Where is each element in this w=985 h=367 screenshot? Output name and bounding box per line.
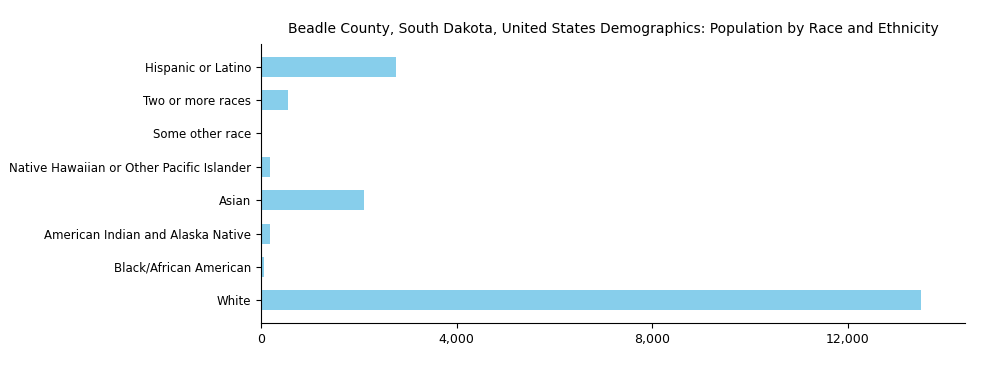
Bar xyxy=(261,290,921,310)
Bar xyxy=(261,157,270,177)
Bar xyxy=(261,123,262,143)
Bar xyxy=(261,224,270,244)
Bar xyxy=(261,257,264,277)
Title: Beadle County, South Dakota, United States Demographics: Population by Race and : Beadle County, South Dakota, United Stat… xyxy=(288,22,939,36)
Bar xyxy=(261,190,363,210)
Bar xyxy=(261,57,396,77)
Bar xyxy=(261,90,288,110)
